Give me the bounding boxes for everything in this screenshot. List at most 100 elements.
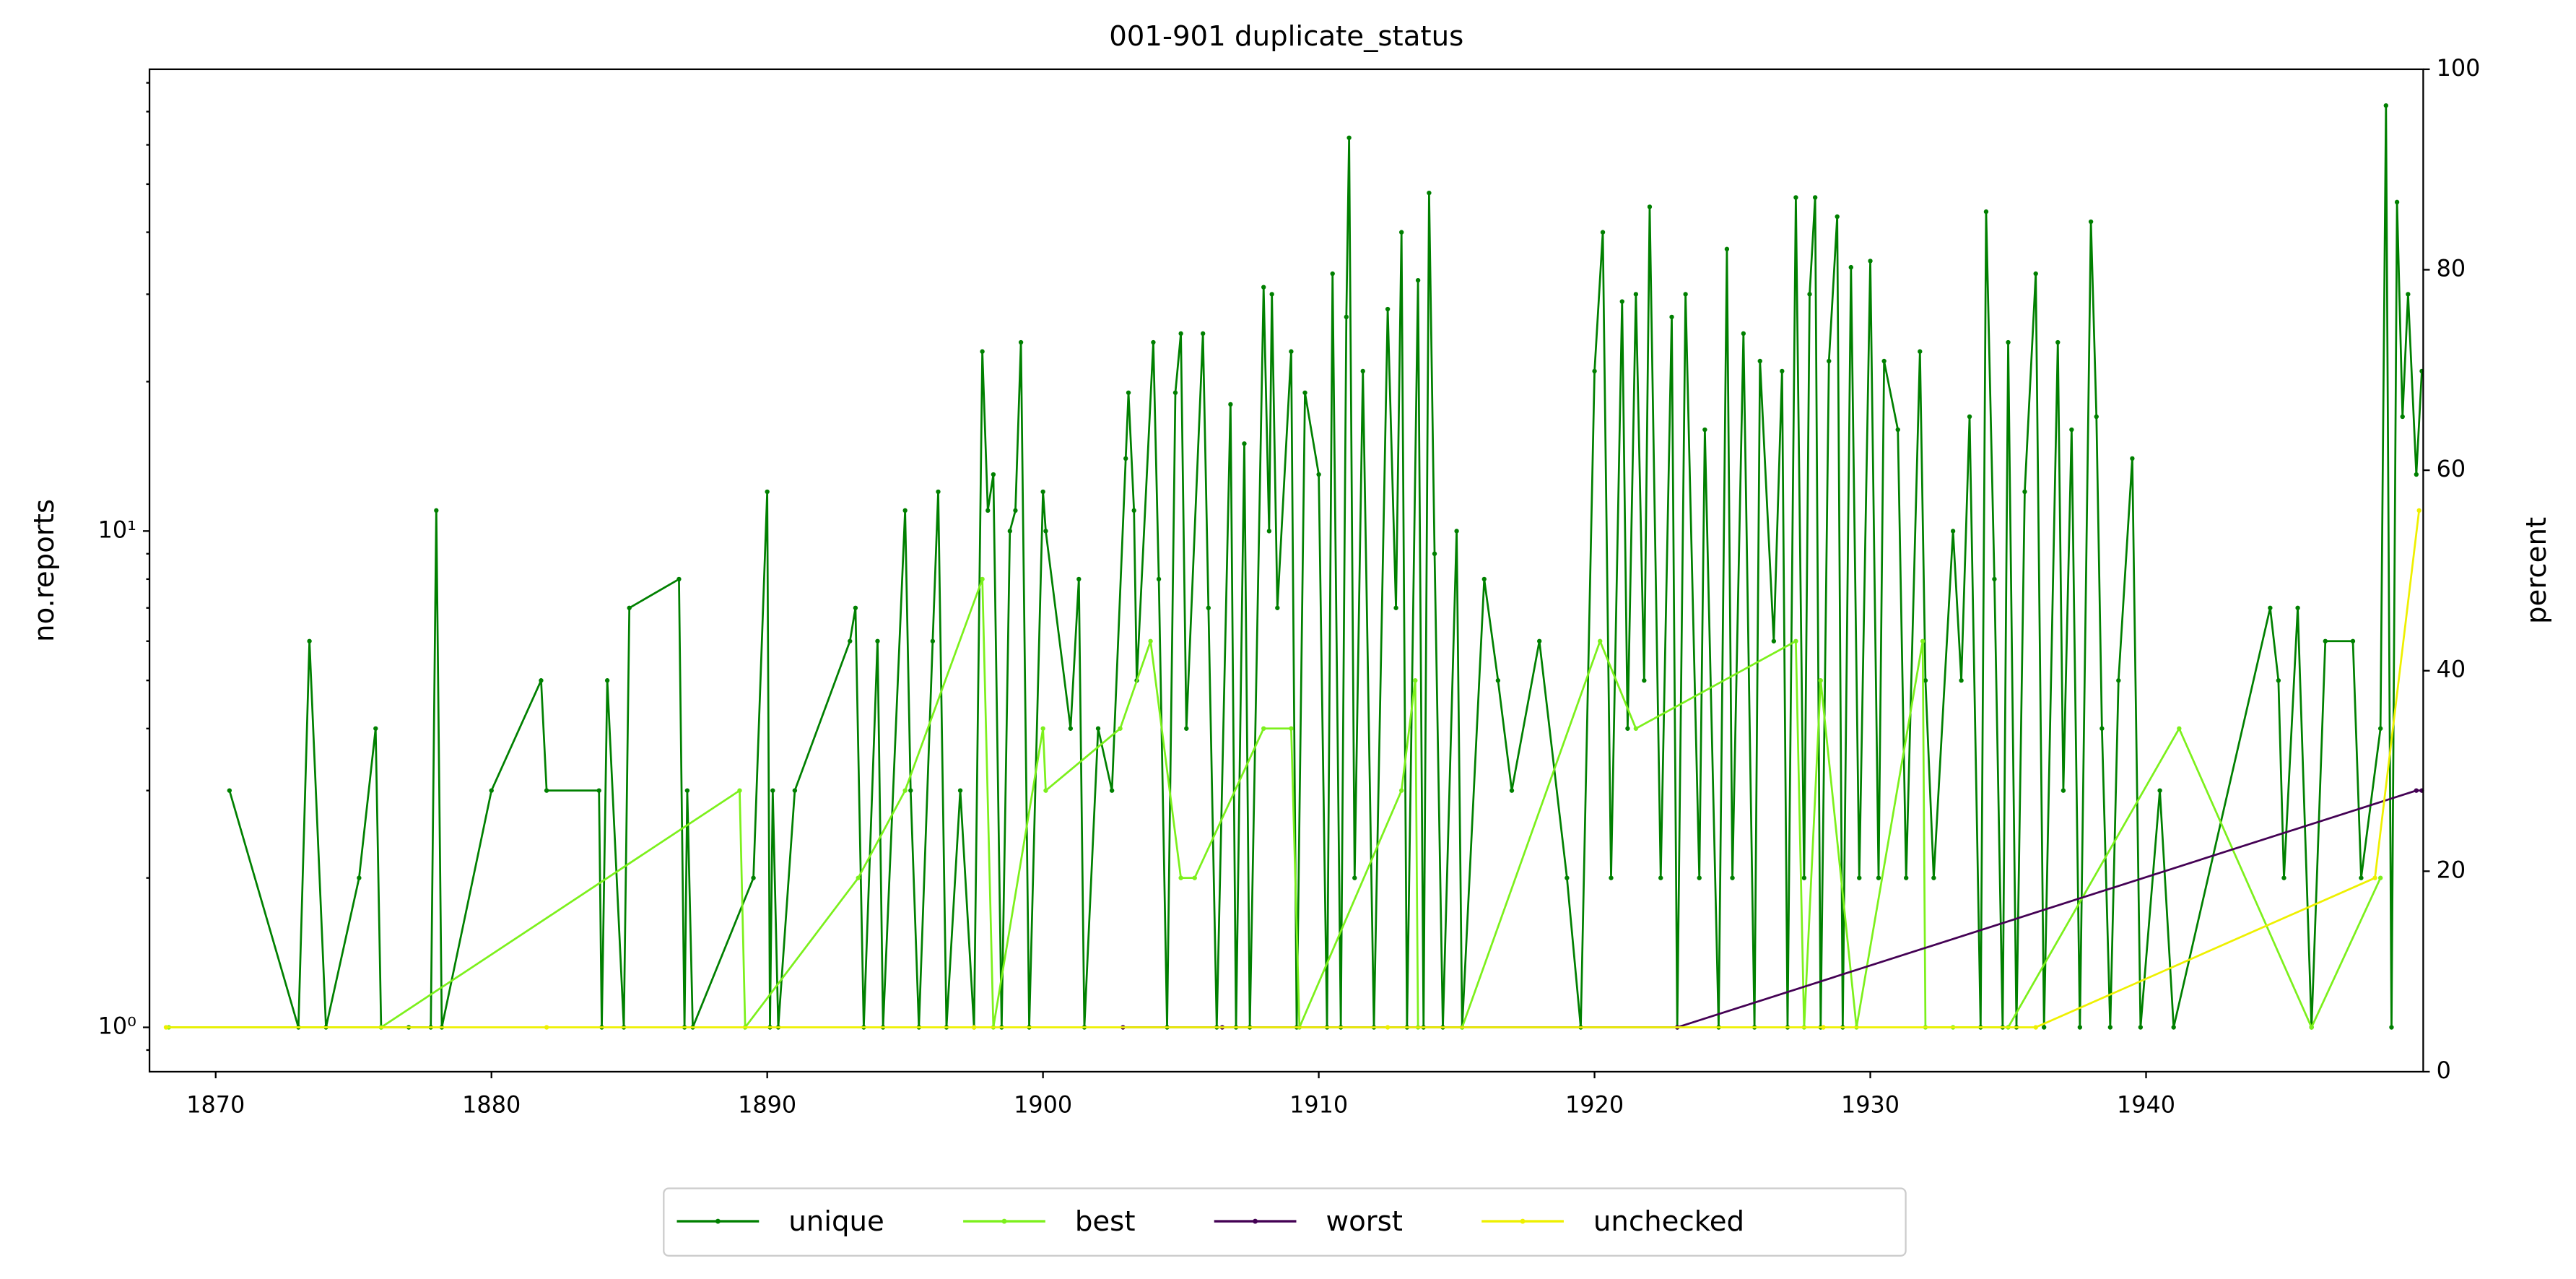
data-point: [2033, 271, 2038, 277]
y2-tick-label: 0: [2437, 1057, 2451, 1084]
data-point: [1178, 875, 1183, 880]
data-point: [1807, 292, 1812, 297]
data-point: [163, 1025, 169, 1030]
data-point: [2268, 605, 2273, 610]
data-point: [2138, 1025, 2144, 1030]
y2-axis-label: percent: [2520, 517, 2553, 624]
data-point: [1228, 402, 1233, 407]
data-point: [1399, 230, 1404, 235]
data-point: [751, 875, 756, 880]
data-point: [1950, 529, 1956, 534]
data-point: [765, 489, 770, 495]
data-point: [991, 472, 996, 477]
data-point: [1918, 349, 1923, 354]
data-point: [2061, 788, 2066, 793]
x-tick-label: 1910: [1289, 1091, 1348, 1119]
x-tick-label: 1920: [1565, 1091, 1624, 1119]
legend-label: unchecked: [1593, 1205, 1744, 1238]
y2-tick-label: 20: [2437, 856, 2466, 883]
data-point: [2414, 472, 2419, 477]
data-point: [1266, 529, 1272, 534]
data-point: [1068, 726, 1074, 731]
legend-label: worst: [1326, 1205, 1403, 1238]
data-point: [853, 605, 858, 610]
data-point: [902, 508, 908, 513]
data-point: [1565, 875, 1570, 880]
data-point: [307, 638, 312, 643]
legend-label: unique: [788, 1205, 884, 1238]
data-point: [544, 1025, 549, 1030]
series-line: [168, 578, 2382, 1031]
legend-label: best: [1075, 1205, 1136, 1238]
legend: unique best worst unchecked: [663, 1187, 1907, 1257]
data-point: [1895, 427, 1900, 433]
data-point: [875, 638, 880, 643]
data-point: [1633, 292, 1639, 297]
plot-frame: [148, 68, 2424, 1073]
data-point: [1242, 441, 1247, 446]
legend-marker: [1520, 1218, 1526, 1224]
data-point: [676, 576, 682, 582]
data-point: [908, 788, 913, 793]
data-point: [1076, 576, 1082, 582]
data-point: [2400, 414, 2405, 420]
data-point: [2055, 339, 2061, 345]
y2-tick-label: 80: [2437, 255, 2466, 282]
data-point: [1156, 576, 1162, 582]
data-point: [2394, 199, 2400, 205]
data-point: [1043, 529, 1048, 534]
data-point: [1413, 678, 1418, 683]
data-point: [1269, 292, 1274, 297]
data-point: [2377, 875, 2383, 880]
data-point: [1206, 605, 1211, 610]
data-point: [2350, 638, 2356, 643]
data-point: [1600, 230, 1606, 235]
data-point: [1598, 638, 1603, 643]
data-point: [2022, 489, 2027, 495]
data-point: [1302, 390, 1307, 395]
data-point: [856, 875, 861, 880]
data-point: [1835, 214, 1840, 220]
y2-tick-label: 100: [2437, 54, 2481, 82]
data-point: [2116, 678, 2121, 683]
y-tick-label: 10⁰: [98, 1013, 136, 1040]
data-point: [434, 508, 439, 513]
data-point: [1495, 678, 1501, 683]
data-point: [1625, 726, 1630, 731]
data-point: [1346, 135, 1352, 140]
data-point: [2295, 605, 2300, 610]
data-point: [1793, 195, 1798, 200]
data-point: [1642, 678, 1647, 683]
data-point: [737, 788, 742, 793]
x-tick-label: 1930: [1841, 1091, 1900, 1119]
data-point: [684, 788, 690, 793]
data-point: [1261, 285, 1266, 290]
data-point: [2077, 1025, 2083, 1030]
x-tick-label: 1880: [462, 1091, 521, 1119]
data-point: [985, 508, 991, 513]
data-point: [1126, 390, 1131, 395]
data-point: [1669, 314, 1674, 320]
data-point: [1118, 726, 1123, 731]
data-point: [1040, 489, 1045, 495]
data-point: [1123, 456, 1128, 461]
data-point: [489, 788, 494, 793]
data-point: [1780, 368, 1785, 374]
data-point: [1658, 875, 1663, 880]
x-tick-label: 1870: [186, 1091, 245, 1119]
data-point: [2157, 788, 2162, 793]
data-point: [2359, 875, 2364, 880]
data-point: [1151, 339, 1156, 345]
data-point: [1385, 1025, 1391, 1030]
data-point: [2276, 678, 2281, 683]
data-point: [2107, 1025, 2113, 1030]
data-point: [971, 1025, 977, 1030]
data-point: [1827, 358, 1832, 364]
data-point: [2383, 103, 2388, 108]
data-point: [936, 489, 941, 495]
data-point: [1352, 875, 1357, 880]
data-point: [1275, 605, 1280, 610]
x-tick-label: 1890: [738, 1091, 796, 1119]
